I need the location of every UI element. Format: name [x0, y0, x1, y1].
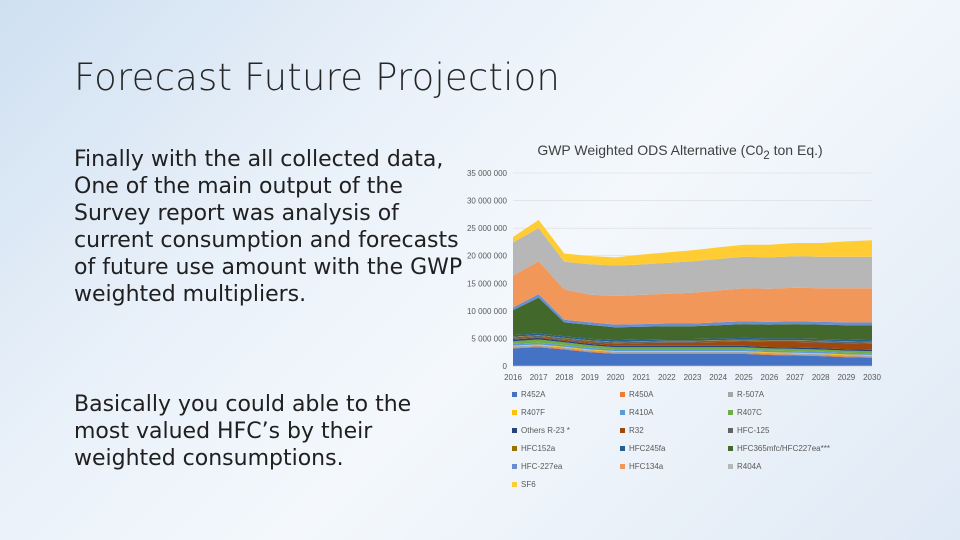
legend-swatch	[512, 481, 517, 487]
area-series-sf6	[513, 219, 872, 266]
chart-title-subscript: 2	[763, 148, 770, 162]
legend-item: R-507A	[728, 388, 872, 400]
legend-item: R404A	[728, 460, 872, 472]
legend-label: R410A	[629, 407, 654, 417]
legend-item: HFC365mfc/HFC227ea***	[728, 442, 872, 454]
area-series-others-r-23	[513, 337, 872, 352]
legend-item: R32	[620, 424, 728, 436]
legend-label: HFC365mfc/HFC227ea***	[737, 443, 830, 453]
area-series-hfc245fa	[513, 333, 872, 342]
area-series-hfc134a	[513, 261, 872, 325]
legend-item: R407C	[728, 406, 872, 418]
y-tick-label: 30 000 000	[467, 197, 508, 206]
y-tick-label: 5 000 000	[471, 334, 507, 343]
y-tick-label: 0	[503, 362, 508, 371]
legend-swatch	[620, 391, 625, 397]
legend-label: R32	[629, 425, 644, 435]
legend-swatch	[512, 409, 517, 415]
area-series-hfc365mfc-hfc227ea	[513, 297, 872, 341]
legend-label: HFC-227ea	[521, 461, 563, 471]
area-series-r407f	[513, 344, 872, 356]
legend-swatch	[512, 391, 517, 397]
chart-title-suffix: ton Eq.)	[769, 142, 823, 158]
legend-swatch	[728, 409, 733, 415]
chart-title-main: GWP Weighted ODS Alternative (C0	[537, 142, 764, 158]
legend-label: HFC-125	[737, 425, 770, 435]
legend-item: HFC-227ea	[512, 460, 620, 472]
legend-swatch	[512, 445, 517, 451]
area-series-r32	[513, 337, 872, 350]
area-series-r-507a	[513, 345, 872, 357]
area-series-hfc-125	[513, 335, 872, 344]
x-tick-label: 2029	[837, 373, 855, 382]
chart-legend: R452A R450A R-507A R407F R410A R407C Others R-…	[512, 388, 872, 490]
legend-label: R452A	[521, 389, 546, 399]
legend-swatch	[728, 445, 733, 451]
x-tick-label: 2022	[658, 373, 676, 382]
legend-item: HFC152a	[512, 442, 620, 454]
x-tick-label: 2024	[709, 373, 727, 382]
legend-swatch	[620, 463, 625, 469]
body-paragraph-conclusion: Basically you could able to the most val…	[74, 392, 412, 471]
area-series-hfc152a	[513, 335, 872, 343]
legend-swatch	[620, 427, 625, 433]
legend-swatch	[620, 409, 625, 415]
legend-item: R452A	[512, 388, 620, 400]
legend-item: SF6	[512, 478, 620, 490]
y-tick-label: 20 000 000	[467, 252, 508, 261]
legend-item: Others R-23 *	[512, 424, 620, 436]
y-tick-label: 15 000 000	[467, 279, 508, 288]
legend-swatch	[620, 445, 625, 451]
legend-label: SF6	[521, 479, 536, 489]
y-tick-label: 10 000 000	[467, 307, 508, 316]
legend-label: HFC152a	[521, 443, 556, 453]
x-tick-label: 2023	[684, 373, 702, 382]
area-series-hfc-227ea	[513, 294, 872, 328]
x-tick-label: 2028	[812, 373, 830, 382]
x-tick-label: 2025	[735, 373, 753, 382]
y-tick-label: 35 000 000	[467, 169, 508, 178]
legend-label: HFC245fa	[629, 443, 666, 453]
legend-label: R-507A	[737, 389, 765, 399]
area-series-r410a	[513, 342, 872, 355]
area-series-r404a	[513, 228, 872, 296]
slide-title: Forecast Future Projection	[74, 56, 561, 99]
x-tick-label: 2019	[581, 373, 599, 382]
legend-label: R404A	[737, 461, 762, 471]
legend-item: HFC-125	[728, 424, 872, 436]
y-tick-label: 25 000 000	[467, 224, 508, 233]
legend-item: R450A	[620, 388, 728, 400]
x-tick-label: 2017	[530, 373, 548, 382]
x-tick-label: 2030	[863, 373, 881, 382]
legend-swatch	[728, 463, 733, 469]
legend-swatch	[512, 463, 517, 469]
legend-label: R407C	[737, 407, 762, 417]
legend-item: HFC134a	[620, 460, 728, 472]
legend-label: Others R-23 *	[521, 425, 570, 435]
x-tick-label: 2016	[504, 373, 522, 382]
x-tick-label: 2027	[786, 373, 804, 382]
legend-item: HFC245fa	[620, 442, 728, 454]
legend-item: R407F	[512, 406, 620, 418]
area-series-r452a	[513, 347, 872, 366]
area-series-r407c	[513, 339, 872, 354]
area-series-r450a	[513, 346, 872, 358]
legend-swatch	[512, 427, 517, 433]
legend-swatch	[728, 391, 733, 397]
x-tick-label: 2026	[761, 373, 779, 382]
legend-label: R450A	[629, 389, 654, 399]
legend-label: R407F	[521, 407, 546, 417]
x-tick-label: 2018	[555, 373, 573, 382]
chart-title: GWP Weighted ODS Alternative (C02 ton Eq…	[470, 142, 890, 162]
x-tick-label: 2020	[607, 373, 625, 382]
body-paragraph-summary: Finally with the all collected data, One…	[74, 147, 463, 307]
legend-swatch	[728, 427, 733, 433]
legend-label: HFC134a	[629, 461, 664, 471]
x-tick-label: 2021	[632, 373, 650, 382]
legend-item: R410A	[620, 406, 728, 418]
